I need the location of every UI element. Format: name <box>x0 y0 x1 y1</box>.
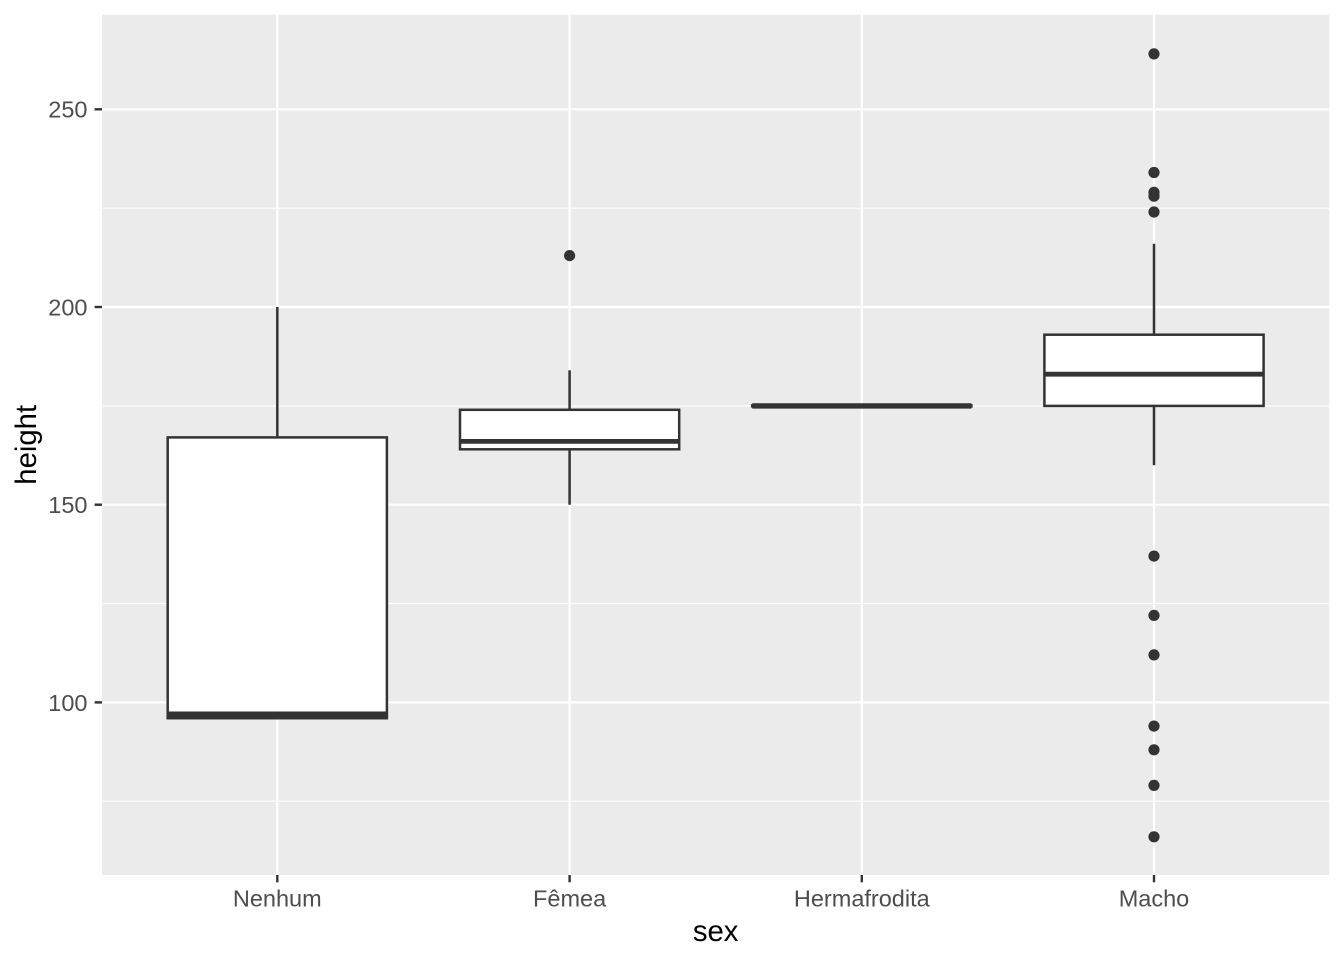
svg-text:200: 200 <box>48 294 87 320</box>
svg-text:100: 100 <box>48 690 87 716</box>
svg-text:Macho: Macho <box>1119 885 1190 911</box>
svg-text:Hermafrodita: Hermafrodita <box>794 885 931 911</box>
svg-text:Nenhum: Nenhum <box>233 885 322 911</box>
svg-text:150: 150 <box>48 492 87 518</box>
svg-text:Fêmea: Fêmea <box>533 885 607 911</box>
svg-text:sex: sex <box>693 915 739 948</box>
svg-text:250: 250 <box>48 97 87 123</box>
svg-text:height: height <box>10 405 43 485</box>
